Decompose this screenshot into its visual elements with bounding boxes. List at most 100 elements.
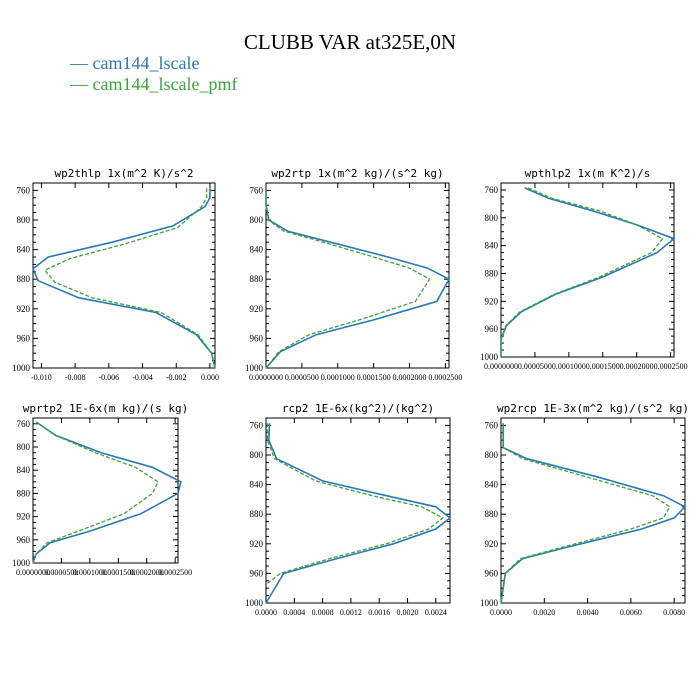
plot-frame	[32, 182, 216, 369]
panel-title: wprtp2 1E-6x(m kg)/(s kg)	[23, 402, 189, 415]
legend-label: cam144_lscale_pmf	[92, 74, 238, 94]
x-tick-label: 0.0080	[663, 608, 685, 617]
x-tick-label: 0.0002500	[158, 568, 192, 577]
y-tick-label: 920	[17, 512, 31, 522]
series-line	[265, 188, 451, 369]
y-tick-label: 760	[17, 419, 31, 429]
y-tick-label: 840	[17, 465, 31, 475]
y-tick-label: 840	[485, 241, 499, 251]
y-tick-label: 800	[485, 213, 499, 223]
y-tick-label: 840	[250, 245, 264, 255]
y-tick-label: 760	[17, 185, 31, 195]
series-line	[43, 188, 216, 369]
y-tick-label: 760	[485, 185, 499, 195]
x-tick-label: 0.0000500	[518, 362, 552, 371]
y-tick-label: 1000	[245, 363, 264, 373]
series-line	[500, 423, 671, 604]
series-line	[32, 188, 216, 369]
y-tick-label: 960	[485, 568, 499, 578]
y-tick-label: 1000	[245, 598, 264, 608]
chart-panel: wp2rtp 1x(m^2 kg)/(s^2 kg) 760 800 840 880 92…	[245, 167, 462, 382]
chart-panel: wprtp2 1E-6x(m kg)/(s kg) 760 800 840 880 920…	[12, 402, 192, 577]
x-tick-label: 0.0012	[340, 608, 362, 617]
x-tick-label: 0.0016	[368, 608, 390, 617]
y-tick-label: 880	[485, 509, 499, 519]
x-tick-label: -0.004	[132, 373, 153, 382]
y-tick-label: 760	[485, 420, 499, 430]
legend-swatch: —	[70, 53, 93, 73]
y-tick-label: 880	[485, 268, 499, 278]
legend-item: — cam144_lscale	[70, 53, 237, 74]
y-tick-label: 760	[250, 420, 264, 430]
x-tick-label: 0.0000000	[16, 568, 50, 577]
legend-swatch: —	[70, 74, 93, 94]
legend-label: cam144_lscale	[92, 53, 200, 73]
plot-frame	[265, 182, 450, 369]
plot-frame	[500, 417, 686, 604]
panel-title: wpthlp2 1x(m K^2)/s	[525, 167, 651, 180]
y-tick-label: 800	[17, 442, 31, 452]
y-tick-label: 960	[17, 333, 31, 343]
x-tick-label: 0.0008	[312, 608, 334, 617]
y-tick-label: 840	[485, 480, 499, 490]
chart-panel: wpthlp2 1x(m K^2)/s 760 800 840 880 920 960 100…	[480, 167, 688, 371]
y-tick-label: 800	[250, 450, 264, 460]
series-line	[265, 423, 452, 604]
y-tick-label: 1000	[480, 352, 499, 362]
y-tick-label: 960	[485, 324, 499, 334]
x-tick-label: -0.010	[31, 373, 52, 382]
y-tick-label: 960	[250, 333, 264, 343]
y-tick-label: 840	[250, 480, 264, 490]
series-line	[500, 423, 687, 604]
y-tick-label: 1000	[480, 598, 499, 608]
y-tick-label: 800	[250, 215, 264, 225]
x-tick-label: 0.0001000	[552, 362, 586, 371]
y-tick-label: 800	[17, 215, 31, 225]
panel-title: wp2rcp 1E-3x(m^2 kg)/(s^2 kg)	[497, 402, 689, 415]
y-tick-label: 880	[17, 274, 31, 284]
x-tick-label: 0.0002000	[393, 373, 427, 382]
x-tick-label: 0.0000000	[249, 373, 283, 382]
series-line	[32, 421, 159, 564]
x-tick-label: 0.0020	[397, 608, 419, 617]
y-tick-label: 1000	[12, 363, 31, 373]
plot-frame	[265, 417, 451, 604]
y-tick-label: 920	[250, 539, 264, 549]
x-tick-label: 0.0004	[283, 608, 305, 617]
x-tick-label: 0.0002500	[654, 362, 688, 371]
x-tick-label: 0.0040	[577, 608, 599, 617]
panel-title: wp2thlp 1x(m^2 K)/s^2	[54, 167, 193, 180]
x-tick-label: 0.0001500	[101, 568, 135, 577]
chart-panel: rcp2 1E-6x(kg^2)/(kg^2) 760 800 840 880 920 96…	[245, 402, 452, 617]
plot-frame	[500, 182, 675, 358]
y-tick-label: 920	[485, 539, 499, 549]
x-tick-label: 0.0001500	[357, 373, 391, 382]
y-tick-label: 960	[17, 535, 31, 545]
chart-panel: wp2thlp 1x(m^2 K)/s^2 760 800 840 880 920 960 1…	[12, 167, 219, 382]
series-line	[500, 187, 664, 357]
x-tick-label: 0.0020	[533, 608, 555, 617]
y-tick-label: 760	[250, 185, 264, 195]
y-tick-label: 960	[250, 568, 264, 578]
x-tick-label: 0.0001000	[73, 568, 107, 577]
x-tick-label: 0.0002000	[130, 568, 164, 577]
x-tick-label: 0.0001500	[586, 362, 620, 371]
legend-item: — cam144_lscale_pmf	[70, 74, 237, 95]
x-tick-label: 0.0060	[620, 608, 642, 617]
x-tick-label: 0.000	[201, 373, 219, 382]
y-tick-label: 800	[485, 450, 499, 460]
y-tick-label: 840	[17, 245, 31, 255]
x-tick-label: -0.002	[166, 373, 187, 382]
x-tick-label: -0.006	[98, 373, 119, 382]
series-line	[265, 423, 445, 586]
panel-title: rcp2 1E-6x(kg^2)/(kg^2)	[282, 402, 434, 415]
y-tick-label: 880	[250, 509, 264, 519]
series-line	[265, 188, 431, 369]
legend: — cam144_lscale — cam144_lscale_pmf	[70, 53, 237, 95]
y-tick-label: 920	[17, 304, 31, 314]
x-tick-label: -0.008	[65, 373, 86, 382]
series-line	[32, 421, 182, 564]
panel-title: wp2rtp 1x(m^2 kg)/(s^2 kg)	[271, 167, 443, 180]
y-tick-label: 920	[485, 296, 499, 306]
y-tick-label: 880	[17, 488, 31, 498]
